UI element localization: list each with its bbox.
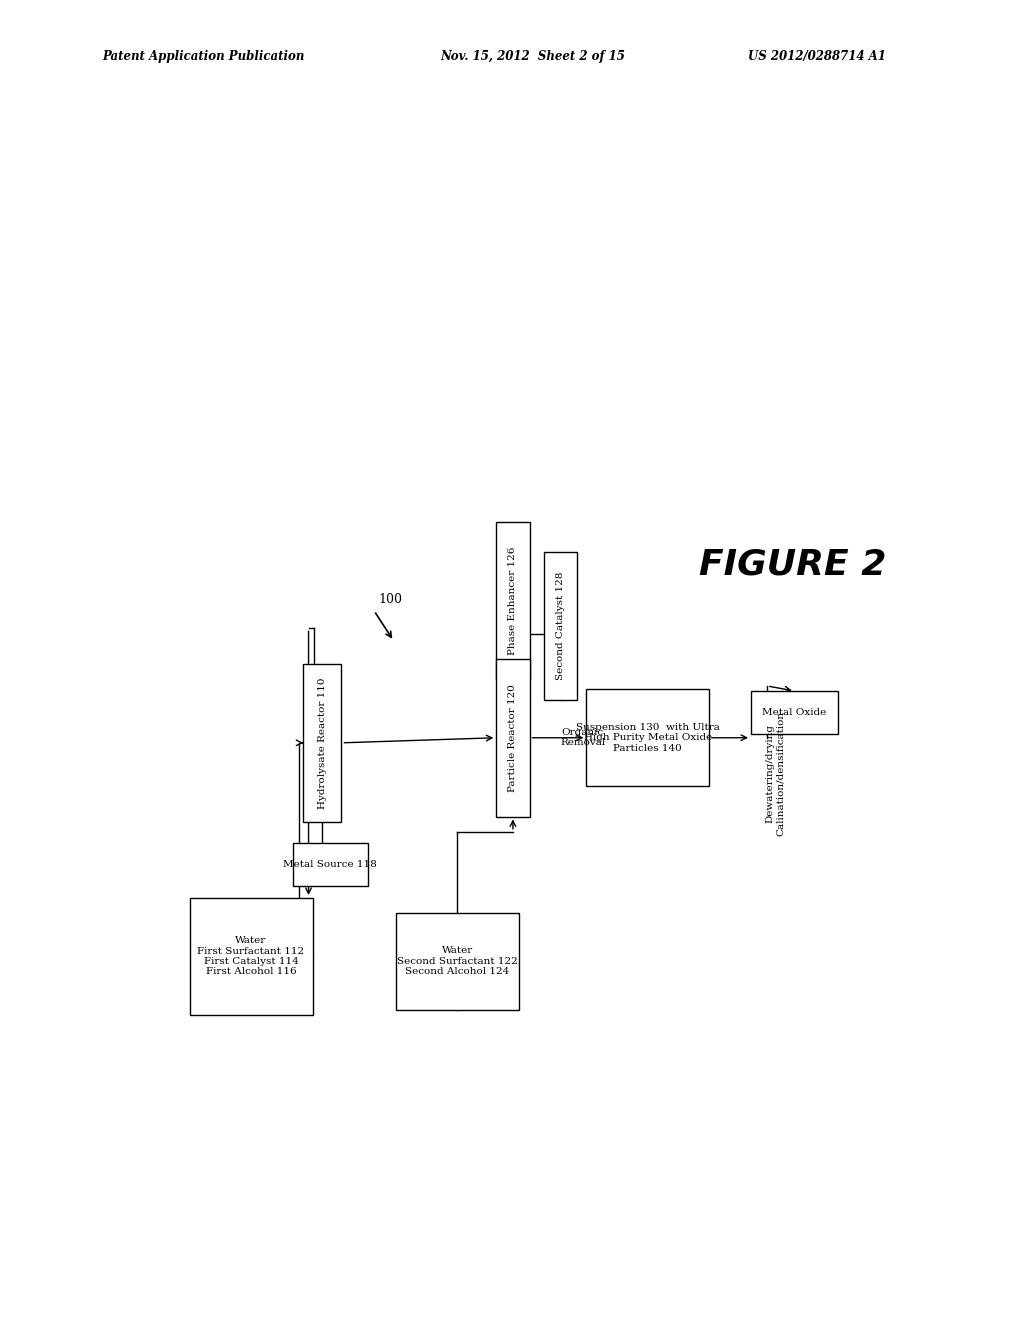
Text: Dewatering/drying
Calination/densification: Dewatering/drying Calination/densificati… xyxy=(765,710,784,836)
Text: Nov. 15, 2012  Sheet 2 of 15: Nov. 15, 2012 Sheet 2 of 15 xyxy=(440,50,626,63)
Text: Particle Reactor 120: Particle Reactor 120 xyxy=(508,684,517,792)
Text: Second Catalyst 128: Second Catalyst 128 xyxy=(556,572,565,680)
Text: Suspension 130  with Ultra
High Purity Metal Oxide
Particles 140: Suspension 130 with Ultra High Purity Me… xyxy=(575,723,720,752)
Text: Organic
Removal: Organic Removal xyxy=(560,729,605,747)
Bar xyxy=(293,843,368,886)
Text: Patent Application Publication: Patent Application Publication xyxy=(102,50,305,63)
Text: Metal Oxide: Metal Oxide xyxy=(763,708,826,717)
Bar xyxy=(396,913,519,1010)
Text: FIGURE 2: FIGURE 2 xyxy=(699,548,887,582)
Bar xyxy=(587,689,710,785)
Bar xyxy=(544,552,578,700)
Text: Phase Enhancer 126: Phase Enhancer 126 xyxy=(508,546,517,655)
Bar xyxy=(497,659,529,817)
Text: Water
Second Surfactant 122
Second Alcohol 124: Water Second Surfactant 122 Second Alcoh… xyxy=(397,946,518,977)
Bar xyxy=(497,521,529,680)
Text: Hydrolysate Reactor 110: Hydrolysate Reactor 110 xyxy=(317,677,327,809)
Text: 100: 100 xyxy=(378,593,402,606)
Bar xyxy=(303,664,341,821)
Text: Water
First Surfactant 112
First Catalyst 114
First Alcohol 116: Water First Surfactant 112 First Catalys… xyxy=(198,936,304,977)
Bar xyxy=(189,898,312,1015)
Bar xyxy=(751,690,839,734)
Text: Metal Source 118: Metal Source 118 xyxy=(284,861,377,870)
Text: US 2012/0288714 A1: US 2012/0288714 A1 xyxy=(748,50,886,63)
